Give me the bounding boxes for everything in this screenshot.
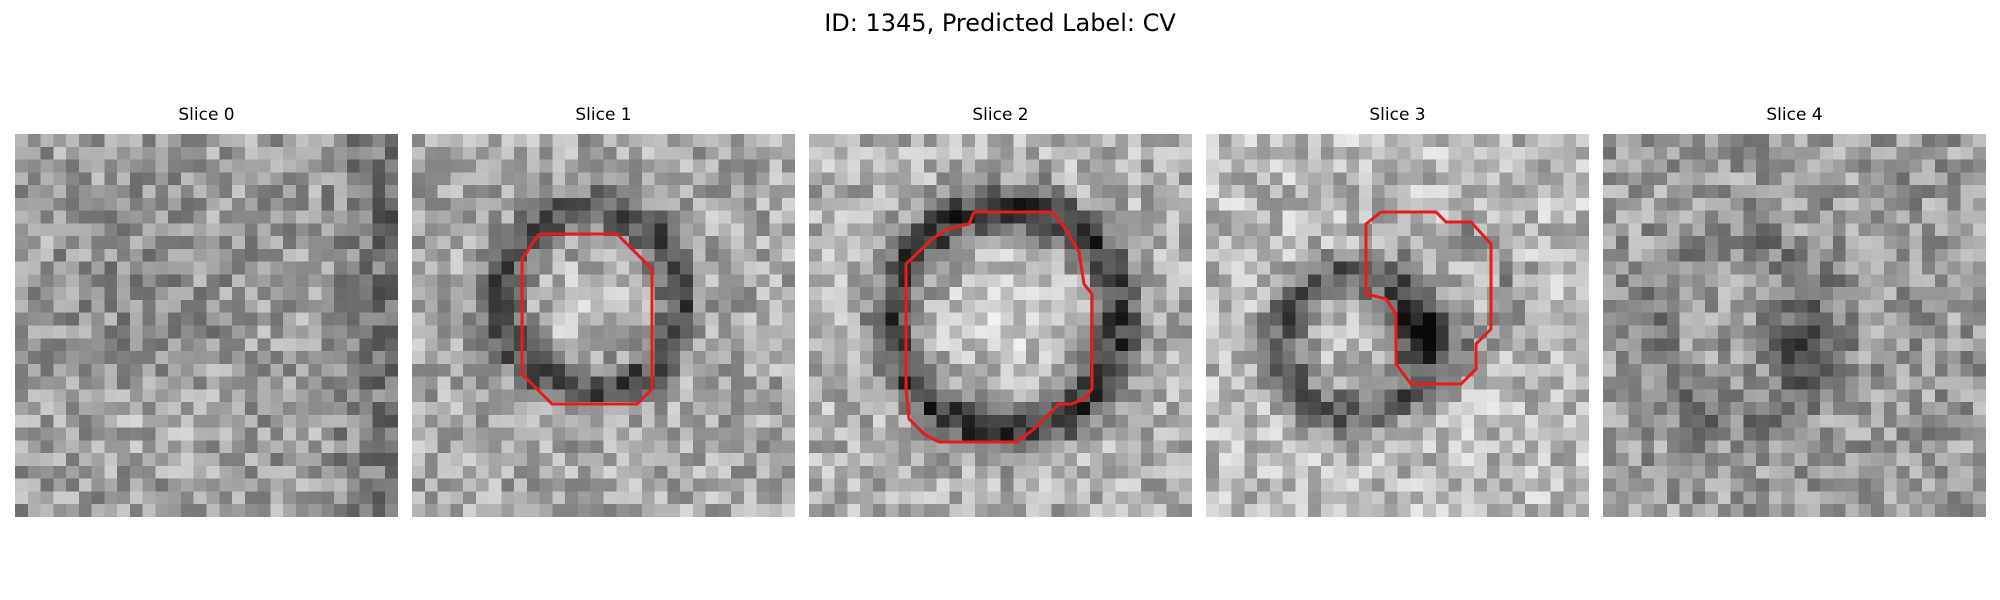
slice-title-1: Slice 1 <box>575 105 632 125</box>
figure-title: ID: 1345, Predicted Label: CV <box>824 9 1176 37</box>
slice-title-2: Slice 2 <box>972 105 1029 125</box>
slice-pixels-3 <box>1206 134 1589 517</box>
slice-pixels-4 <box>1603 134 1986 517</box>
slice-title-0: Slice 0 <box>178 105 235 125</box>
slice-pixels-1 <box>412 134 795 517</box>
segmentation-contour-2 <box>904 210 1094 444</box>
slice-title-4: Slice 4 <box>1766 105 1823 125</box>
slice-image-4 <box>1603 134 1986 517</box>
slice-image-2 <box>809 134 1192 517</box>
slice-title-3: Slice 3 <box>1369 105 1426 125</box>
segmentation-contour-1 <box>520 232 654 406</box>
slice-image-0 <box>15 134 398 517</box>
slice-image-1 <box>412 134 795 517</box>
slice-pixels-0 <box>15 134 398 517</box>
slice-image-3 <box>1206 134 1589 517</box>
slice-pixels-2 <box>809 134 1192 517</box>
segmentation-contour-3 <box>1364 210 1493 386</box>
